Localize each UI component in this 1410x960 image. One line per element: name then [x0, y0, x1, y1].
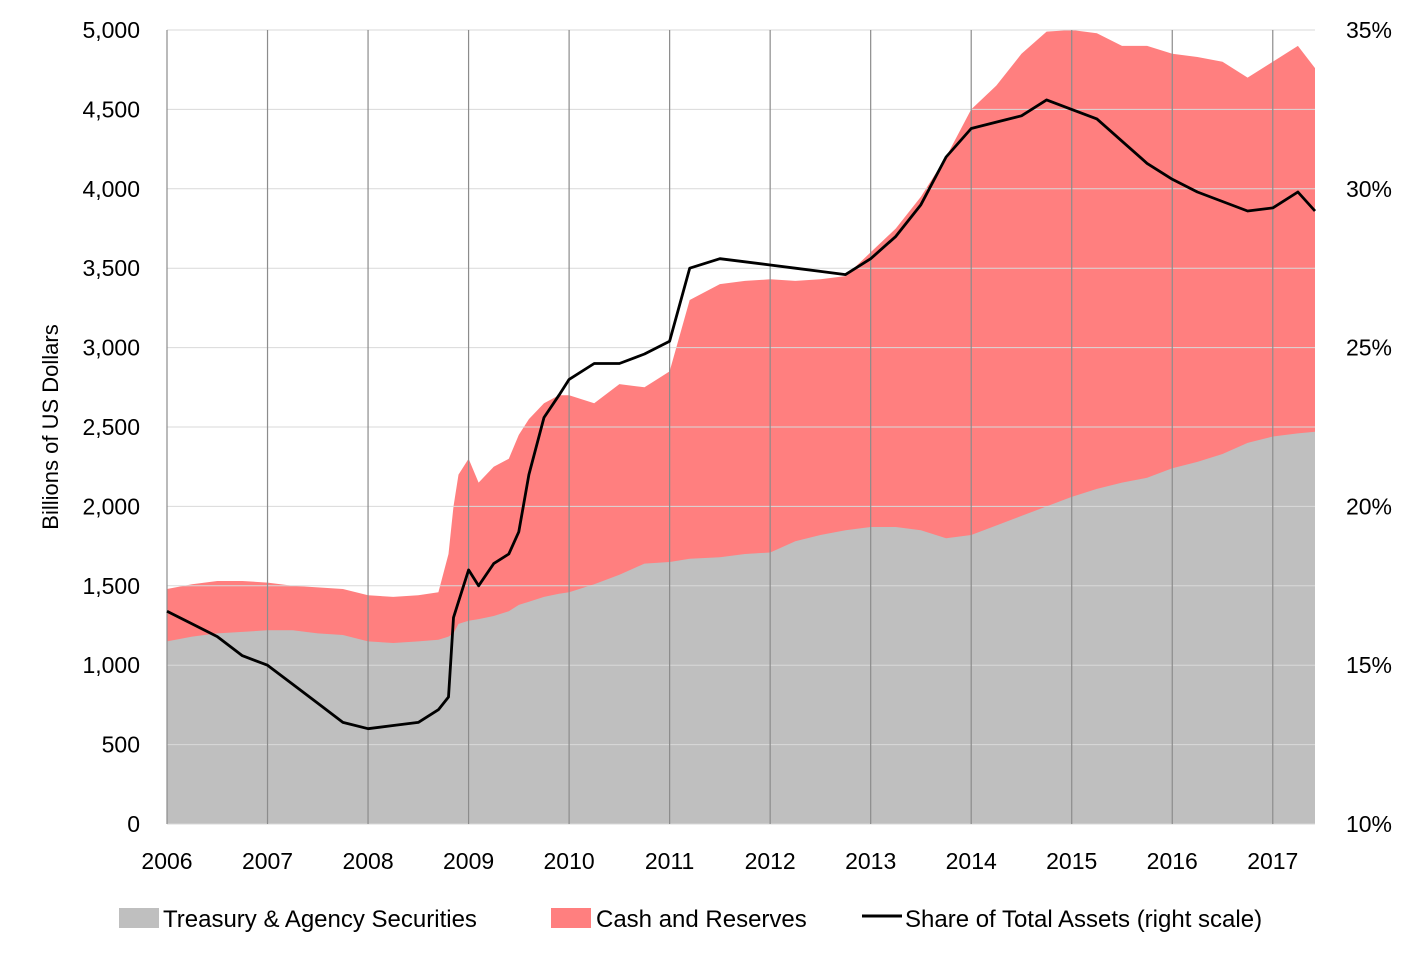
legend-swatch-cash	[551, 908, 591, 928]
x-tick-label: 2015	[1046, 848, 1097, 874]
x-tick-label: 2011	[645, 848, 694, 874]
y-tick-label: 5,000	[82, 17, 140, 43]
area-treasury-agency-securities	[167, 431, 1315, 824]
y-tick-label: 3,500	[82, 255, 140, 281]
y-tick-label: 1,000	[82, 652, 140, 678]
legend-item-securities: Treasury & Agency Securities	[119, 906, 477, 933]
y-tick-label: 0	[127, 811, 140, 837]
line-share-of-total-assets	[166, 98, 1317, 731]
plot-lines	[166, 98, 1317, 731]
y2-tick-label: 15%	[1346, 652, 1392, 678]
x-tick-label: 2017	[1247, 848, 1298, 874]
y2-tick-label: 10%	[1346, 811, 1392, 837]
x-tick-label: 2012	[745, 848, 796, 874]
y-tick-label: 4,000	[82, 176, 140, 202]
x-axis-tick-labels: 2006 2007 2008 2009 2010 2011 2012 2013 2014 2015…	[141, 848, 1298, 874]
x-tick-label: 2014	[946, 848, 997, 874]
y-tick-label: 500	[102, 732, 140, 758]
y2-tick-label: 20%	[1346, 493, 1392, 519]
x-tick-label: 2013	[845, 848, 896, 874]
y-tick-label: 3,000	[82, 335, 140, 361]
x-tick-label: 2016	[1147, 848, 1198, 874]
legend-label-securities: Treasury & Agency Securities	[163, 906, 477, 933]
right-axis-tick-labels: 10% 15% 20% 25% 30% 35%	[1346, 17, 1392, 837]
legend-item-cash: Cash and Reserves	[551, 906, 807, 933]
y-tick-label: 2,500	[82, 414, 140, 440]
x-tick-label: 2007	[242, 848, 293, 874]
vertical-gridlines	[166, 30, 1274, 824]
y2-tick-label: 25%	[1346, 335, 1392, 361]
y2-tick-label: 35%	[1346, 17, 1392, 43]
x-tick-label: 2010	[544, 848, 595, 874]
x-tick-label: 2006	[141, 848, 192, 874]
legend-label-share: Share of Total Assets (right scale)	[905, 906, 1262, 933]
legend-label-cash: Cash and Reserves	[596, 906, 807, 933]
legend: Treasury & Agency Securities Cash and Re…	[119, 906, 1262, 933]
y-tick-label: 1,500	[82, 573, 140, 599]
legend-swatch-securities	[119, 908, 159, 928]
x-tick-label: 2009	[443, 848, 494, 874]
y-axis-title: Billions of US Dollars	[38, 324, 63, 529]
horizontal-gridlines	[167, 29, 1315, 825]
y-tick-label: 2,000	[82, 493, 140, 519]
legend-item-share: Share of Total Assets (right scale)	[862, 906, 1262, 933]
x-tick-label: 2008	[342, 848, 393, 874]
left-axis-tick-labels: 0 500 1,000 1,500 2,000 2,500 3,000 3,500 4,000 4…	[82, 17, 140, 837]
y2-tick-label: 30%	[1346, 176, 1392, 202]
y-tick-label: 4,500	[82, 96, 140, 122]
